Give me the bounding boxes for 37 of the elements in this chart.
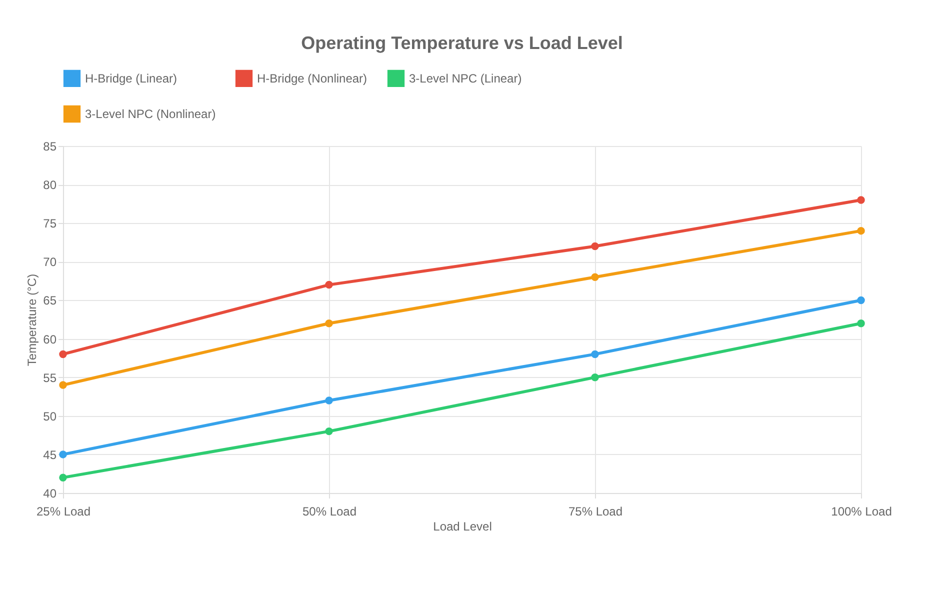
point [59, 474, 67, 482]
x-tick-label: 75% Load [568, 504, 623, 518]
point [59, 381, 67, 389]
y-tick-label: 65 [43, 294, 57, 308]
point [857, 196, 865, 204]
y-axis-title: Temperature (°C) [25, 274, 40, 366]
y-tick-label: 85 [43, 140, 57, 154]
point [591, 273, 599, 281]
y-tick-label: 50 [43, 409, 57, 424]
y-tick-label: 60 [43, 332, 57, 346]
legend-label: H-Bridge (Linear) [85, 71, 178, 86]
y-tick-label: 80 [43, 178, 57, 192]
point [591, 373, 599, 382]
point [591, 242, 599, 250]
y-tick-label: 75 [43, 216, 57, 231]
chart-title: Operating Temperature vs Load Level [301, 33, 623, 53]
x-tick-label: 25% Load [36, 504, 91, 518]
point [325, 280, 333, 289]
y-tick-label: 70 [43, 255, 57, 270]
y-tick-label: 45 [43, 448, 57, 462]
point [591, 350, 599, 358]
y-tick-label: 55 [43, 370, 57, 385]
point [325, 396, 333, 404]
point [857, 226, 865, 235]
point [325, 427, 333, 436]
x-tick-label: 50% Load [302, 504, 357, 518]
point [59, 350, 67, 358]
legend-label: H-Bridge (Nonlinear) [257, 71, 368, 86]
point [857, 296, 865, 304]
legend-label: 3-Level NPC (Nonlinear) [85, 107, 216, 121]
point [857, 319, 865, 328]
x-tick-label: 100% Load [831, 504, 892, 518]
x-axis-title: Load Level [433, 520, 492, 534]
legend-label: 3-Level NPC (Linear) [409, 71, 522, 86]
y-tick-label: 40 [43, 486, 57, 500]
point [325, 319, 333, 328]
point [59, 450, 67, 458]
